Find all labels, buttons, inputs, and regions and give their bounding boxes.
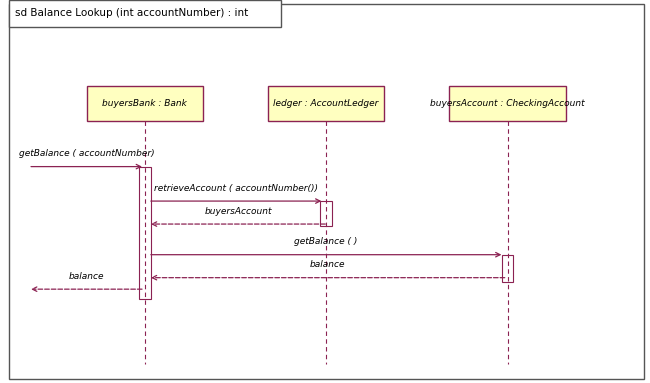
Text: ledger : AccountLedger: ledger : AccountLedger: [274, 99, 379, 108]
Bar: [449, 86, 566, 121]
Bar: [86, 86, 203, 121]
Bar: [502, 255, 514, 282]
Text: sd Balance Lookup (int accountNumber) : int: sd Balance Lookup (int accountNumber) : …: [16, 8, 248, 18]
Text: buyersAccount: buyersAccount: [204, 207, 272, 216]
Text: balance: balance: [310, 260, 346, 269]
Text: retrieveAccount ( accountNumber()): retrieveAccount ( accountNumber()): [154, 184, 318, 193]
Text: getBalance ( ): getBalance ( ): [294, 237, 358, 246]
Bar: [9, 0, 281, 27]
Bar: [320, 201, 332, 226]
Text: getBalance ( accountNumber): getBalance ( accountNumber): [19, 149, 154, 158]
Bar: [139, 167, 151, 299]
Text: buyersBank : Bank: buyersBank : Bank: [103, 99, 187, 108]
Text: buyersAccount : CheckingAccount: buyersAccount : CheckingAccount: [430, 99, 585, 108]
Text: balance: balance: [69, 272, 104, 281]
Bar: [268, 86, 384, 121]
